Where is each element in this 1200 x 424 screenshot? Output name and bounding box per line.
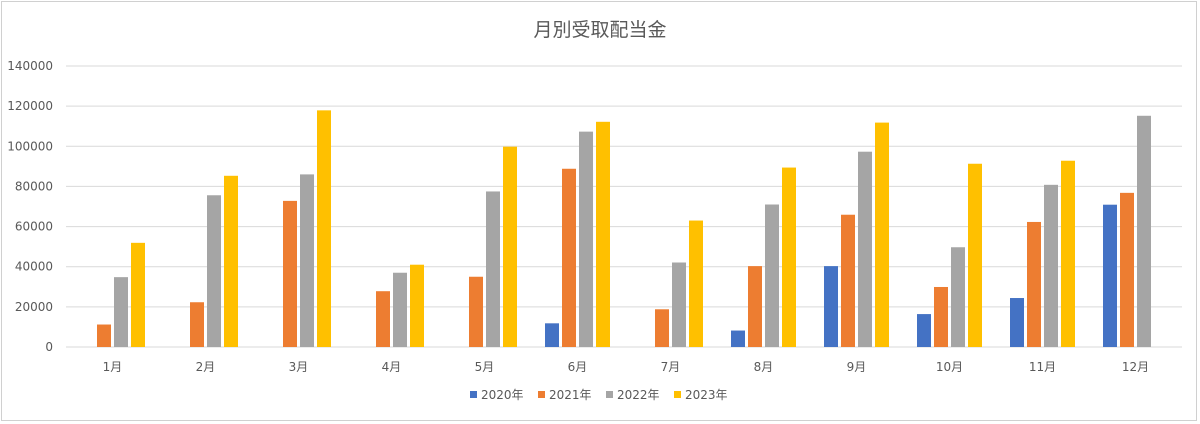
chart-title: 月別受取配当金 <box>533 19 666 41</box>
bar-2022年-3月 <box>300 174 314 347</box>
x-category-label: 4月 <box>382 360 402 374</box>
legend-label: 2023年 <box>685 388 728 402</box>
bar-2020年-6月 <box>545 323 559 347</box>
bar-2022年-2月 <box>207 195 221 347</box>
legend-label: 2021年 <box>549 388 592 402</box>
bar-2021年-9月 <box>841 214 855 347</box>
legend-swatch <box>538 391 545 398</box>
bar-2021年-10月 <box>934 286 948 347</box>
x-axis-categories: 1月 2月 3月 4月 5月 6月 7月 8月 9月 10月 11月 12月 <box>103 360 1149 374</box>
legend-swatch <box>470 391 477 398</box>
x-category-label: 8月 <box>754 360 774 374</box>
bar-2021年-4月 <box>376 291 390 347</box>
bar-2023年-5月 <box>503 146 517 347</box>
bar-2023年-4月 <box>410 264 424 347</box>
bar-2023年-6月 <box>596 121 610 347</box>
legend-swatch <box>606 391 613 398</box>
x-category-label: 3月 <box>289 360 309 374</box>
bar-2021年-1月 <box>97 324 111 347</box>
bar-2021年-5月 <box>469 276 483 347</box>
y-tick-label: 120000 <box>7 99 53 113</box>
y-tick-label: 60000 <box>15 220 53 234</box>
bar-2022年-10月 <box>951 247 965 347</box>
x-category-label: 5月 <box>475 360 495 374</box>
x-category-label: 11月 <box>1029 360 1056 374</box>
y-tick-label: 80000 <box>15 179 53 193</box>
bar-2020年-10月 <box>917 314 931 347</box>
bar-2023年-10月 <box>968 163 982 347</box>
legend-swatch <box>674 391 681 398</box>
bar-2022年-11月 <box>1044 184 1058 347</box>
bar-2021年-11月 <box>1027 221 1041 347</box>
x-category-label: 2月 <box>196 360 216 374</box>
y-tick-label: 140000 <box>7 59 53 73</box>
bar-2023年-11月 <box>1061 160 1075 347</box>
bar-2022年-7月 <box>672 262 686 347</box>
bar-2023年-7月 <box>689 220 703 347</box>
x-category-label: 1月 <box>103 360 123 374</box>
bar-2021年-2月 <box>190 302 204 347</box>
x-category-label: 10月 <box>936 360 963 374</box>
y-axis-ticks: 0 20000 40000 60000 80000 100000 120000 140000 <box>7 59 53 354</box>
bars <box>97 110 1151 348</box>
x-category-label: 9月 <box>847 360 867 374</box>
bar-2020年-8月 <box>731 330 745 347</box>
bar-2020年-9月 <box>824 266 838 347</box>
gridlines <box>66 65 1182 348</box>
x-category-label: 12月 <box>1122 360 1149 374</box>
bar-2023年-9月 <box>875 122 889 347</box>
y-tick-label: 40000 <box>15 260 53 274</box>
bar-2021年-8月 <box>748 266 762 347</box>
bar-2023年-3月 <box>317 110 331 348</box>
bar-2022年-5月 <box>486 191 500 347</box>
bar-2022年-12月 <box>1137 115 1151 347</box>
bar-2023年-2月 <box>224 175 238 347</box>
bar-2021年-6月 <box>562 168 576 347</box>
bar-2021年-3月 <box>283 200 297 347</box>
y-tick-label: 20000 <box>15 300 53 314</box>
bar-2020年-12月 <box>1103 204 1117 347</box>
x-category-label: 7月 <box>661 360 681 374</box>
bar-2022年-9月 <box>858 151 872 347</box>
bar-2020年-11月 <box>1010 298 1024 347</box>
legend-label: 2022年 <box>617 388 660 402</box>
y-tick-label: 100000 <box>7 139 53 153</box>
bar-2021年-7月 <box>655 309 669 347</box>
y-tick-label: 0 <box>45 340 53 354</box>
bar-2021年-12月 <box>1120 192 1134 347</box>
bar-2023年-1月 <box>131 242 145 347</box>
bar-2022年-8月 <box>765 204 779 347</box>
bar-2022年-6月 <box>579 131 593 347</box>
legend-label: 2020年 <box>481 388 524 402</box>
bar-2022年-1月 <box>114 277 128 347</box>
legend: 2020年 2021年 2022年 2023年 <box>470 388 728 402</box>
bar-2023年-8月 <box>782 167 796 347</box>
x-category-label: 6月 <box>568 360 588 374</box>
bar-2022年-4月 <box>393 272 407 347</box>
